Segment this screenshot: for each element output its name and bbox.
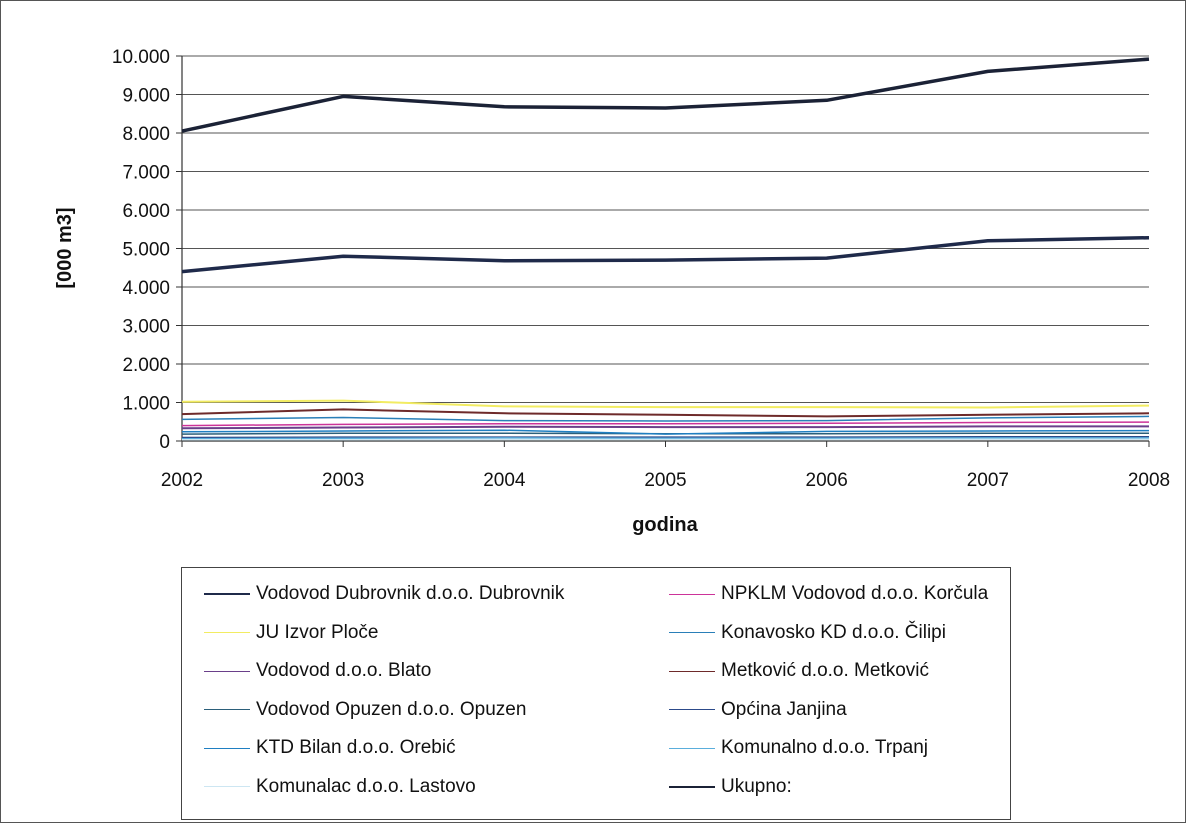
y-tick-label: 5.000 (122, 240, 170, 261)
x-tick-label: 2002 (161, 470, 203, 491)
series-line-8 (181, 429, 1150, 435)
y-axis-ticks: 0 1.000 2.000 3.000 4.000 5.000 6.000 7.000 8.00… (112, 47, 182, 453)
x-tick-label: 2005 (644, 470, 686, 491)
legend-label: Ukupno: (721, 775, 792, 797)
x-tick-label: 2006 (806, 470, 848, 491)
series-lines (181, 57, 1150, 441)
legend-label: Općina Janjina (721, 698, 847, 720)
legend-label: KTD Bilan d.o.o. Orebić (256, 737, 456, 758)
y-tick-label: 8.000 (122, 124, 170, 145)
legend-swatch (204, 747, 250, 749)
legend-item: Komunalno d.o.o. Trpanj (669, 733, 928, 763)
legend-item: KTD Bilan d.o.o. Orebić (204, 733, 456, 763)
legend-label: Komunalno d.o.o. Trpanj (721, 737, 929, 758)
series-line-9 (181, 437, 1149, 440)
legend-swatch (204, 593, 250, 595)
legend-item: Komunalac d.o.o. Lastovo (204, 772, 476, 802)
legend-swatch (204, 709, 250, 710)
y-tick-label: 0 (159, 432, 170, 453)
legend-label: Metković d.o.o. Metković (721, 660, 930, 681)
series-line-11 (181, 57, 1150, 133)
legend-swatch (669, 632, 715, 633)
legend-swatch (204, 670, 250, 672)
y-tick-label: 6.000 (122, 201, 170, 222)
legend-label: Konavosko KD d.o.o. Čilipi (721, 621, 946, 643)
legend-label: Vodovod d.o.o. Blato (256, 660, 432, 681)
legend-item: Metković d.o.o. Metković (669, 656, 929, 686)
legend-swatch (669, 747, 715, 749)
y-tick-label: 4.000 (122, 278, 170, 299)
gridlines (181, 55, 1149, 442)
legend-swatch (204, 786, 250, 787)
legend-swatch (669, 593, 715, 595)
legend-item: Vodovod Opuzen d.o.o. Opuzen (204, 695, 526, 725)
legend-label: JU Izvor Ploče (256, 621, 379, 643)
series-line-1 (181, 421, 1150, 427)
x-axis-ticks: 2002 2003 2004 2005 2006 2007 2008 (161, 441, 1170, 491)
series-line-2 (181, 399, 1150, 409)
legend-swatch (669, 670, 715, 672)
series-line-7 (181, 436, 1149, 439)
legend-item: Općina Janjina (669, 695, 847, 725)
chart-legend: Vodovod Dubrovnik d.o.o. Dubrovnik NPKLM … (181, 567, 1011, 820)
series-line-10 (181, 438, 1149, 441)
legend-swatch (204, 632, 250, 633)
legend-item: JU Izvor Ploče (204, 618, 378, 648)
y-tick-label: 9.000 (122, 86, 170, 107)
y-axis-label: [000 m3] (54, 207, 76, 288)
legend-swatch (669, 785, 715, 788)
y-tick-label: 7.000 (122, 163, 170, 184)
x-axis-label: godina (632, 514, 698, 536)
series-line-0 (181, 235, 1150, 274)
x-tick-label: 2007 (967, 470, 1009, 491)
legend-item: Ukupno: (669, 772, 792, 802)
legend-item: NPKLM Vodovod d.o.o. Korčula (669, 579, 988, 609)
y-tick-label: 10.000 (112, 47, 170, 68)
series-line-3 (181, 415, 1150, 422)
y-tick-label: 1.000 (122, 394, 170, 415)
x-tick-label: 2004 (483, 470, 526, 491)
legend-swatch (669, 709, 715, 710)
legend-item: Konavosko KD d.o.o. Čilipi (669, 618, 946, 648)
series-line-5 (181, 408, 1150, 418)
x-tick-label: 2008 (1128, 470, 1170, 491)
y-tick-label: 3.000 (122, 317, 170, 338)
legend-label: Vodovod Opuzen d.o.o. Opuzen (256, 698, 527, 720)
legend-item: Vodovod Dubrovnik d.o.o. Dubrovnik (204, 579, 564, 609)
legend-label: Vodovod Dubrovnik d.o.o. Dubrovnik (256, 583, 565, 604)
legend-item: Vodovod d.o.o. Blato (204, 656, 431, 686)
legend-label: Komunalac d.o.o. Lastovo (256, 775, 476, 797)
series-line-4 (181, 425, 1149, 430)
x-tick-label: 2003 (322, 470, 364, 491)
y-tick-label: 2.000 (122, 355, 170, 376)
legend-label: NPKLM Vodovod d.o.o. Korčula (721, 583, 989, 604)
